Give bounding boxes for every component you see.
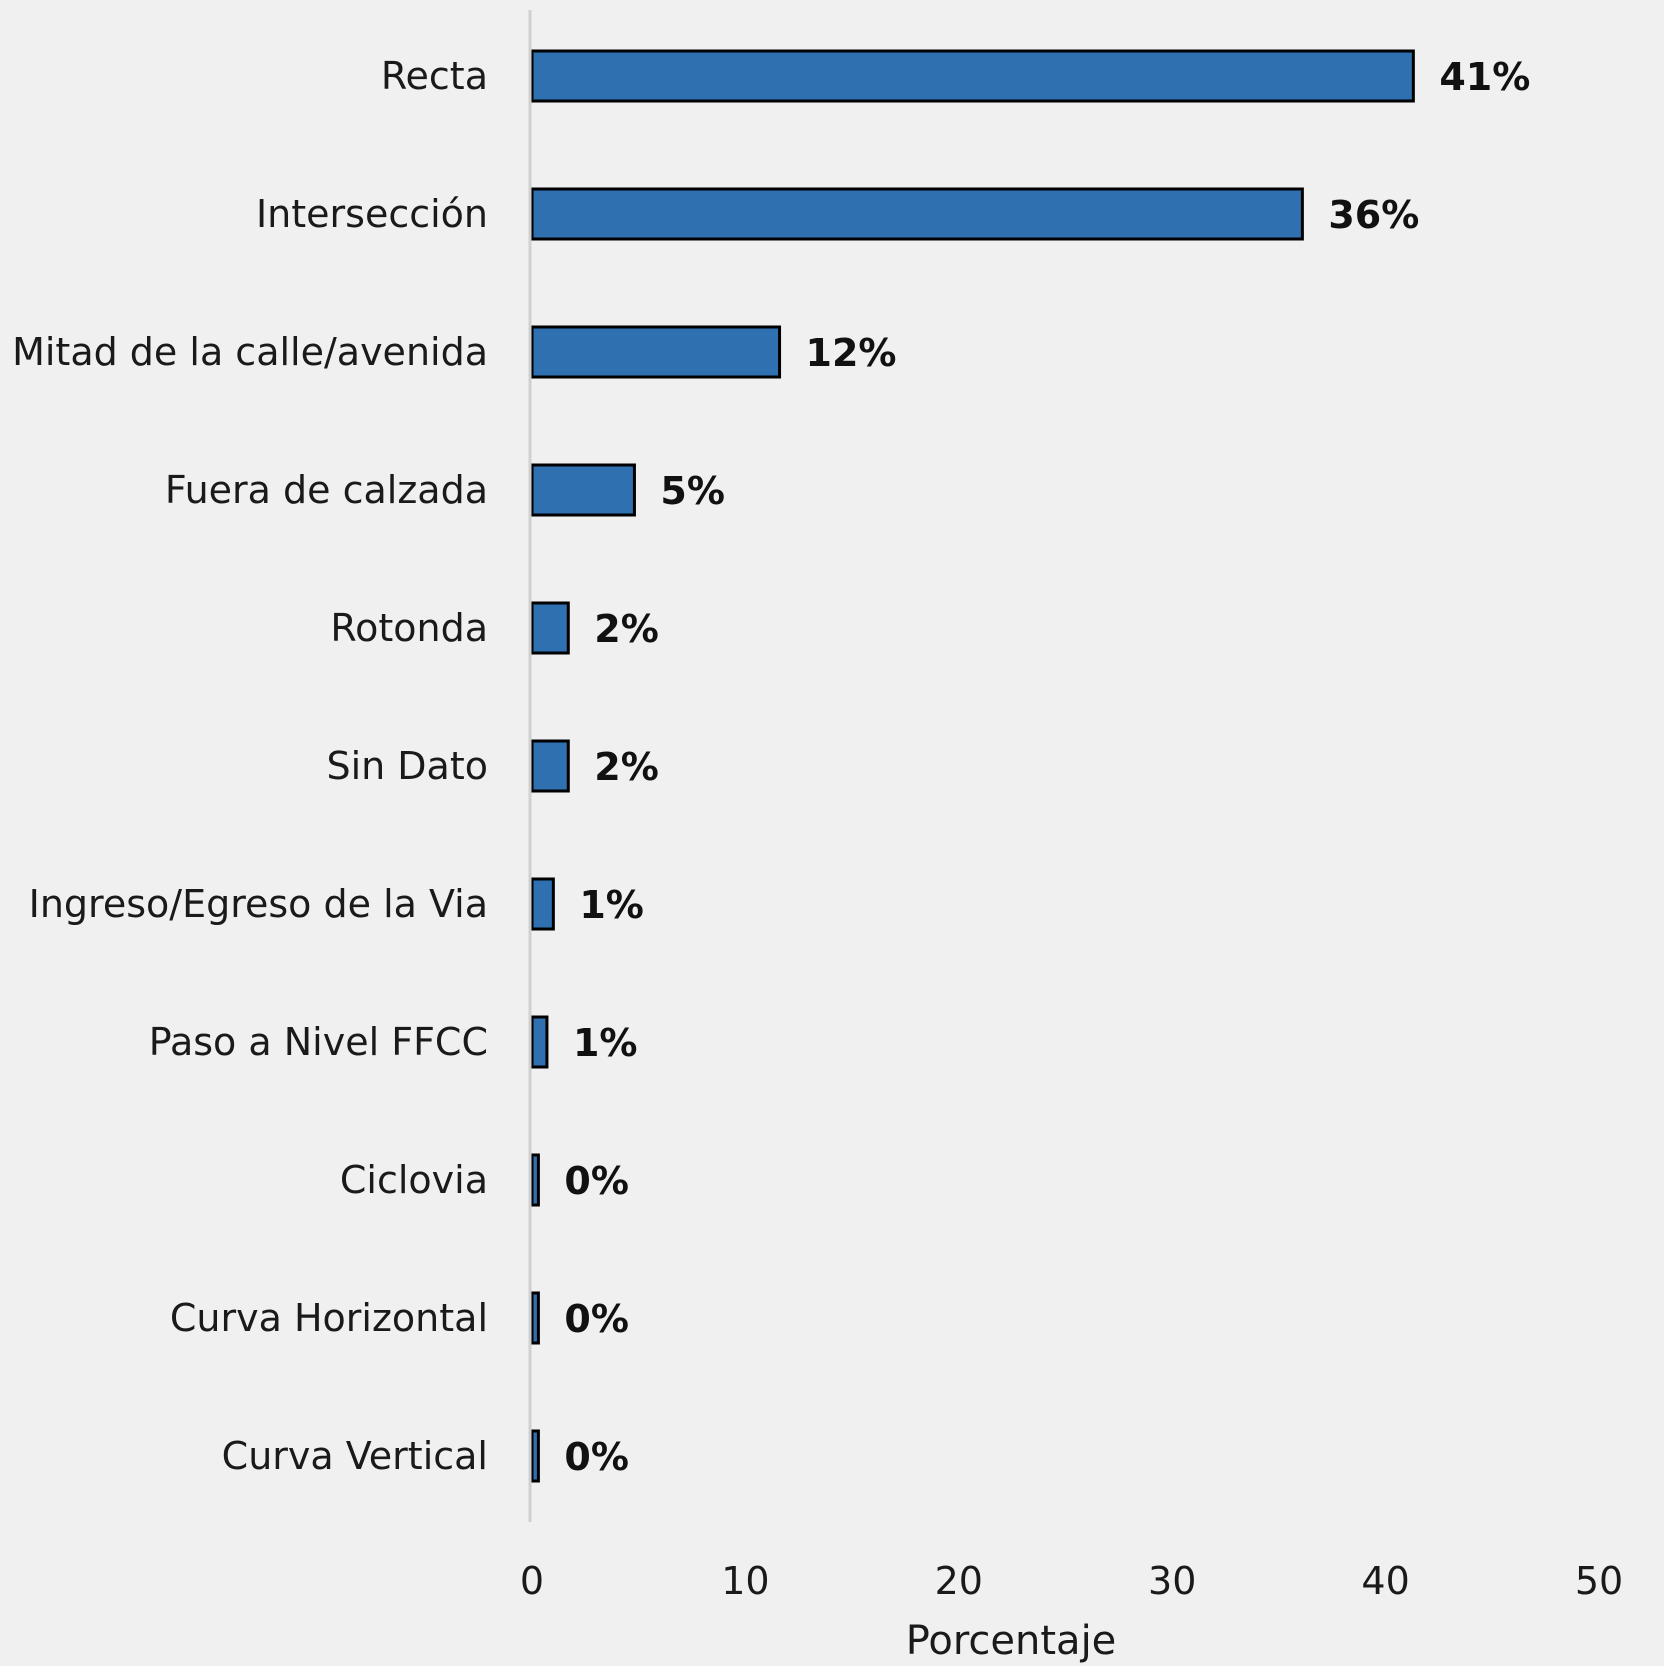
bar bbox=[530, 877, 555, 931]
x-tick-label: 50 bbox=[1575, 1559, 1623, 1603]
value-label: 12% bbox=[806, 331, 897, 375]
value-label: 1% bbox=[579, 883, 644, 927]
bar bbox=[530, 1153, 540, 1207]
bars-layer bbox=[530, 49, 1415, 1483]
bar bbox=[530, 1291, 540, 1345]
value-label: 2% bbox=[594, 745, 659, 789]
bar bbox=[530, 1429, 540, 1483]
category-label: Ingreso/Egreso de la Via bbox=[29, 882, 488, 926]
x-tick-label: 0 bbox=[520, 1559, 544, 1603]
x-tick-label: 20 bbox=[935, 1559, 983, 1603]
value-label: 1% bbox=[573, 1021, 638, 1065]
value-label: 2% bbox=[594, 607, 659, 651]
value-label: 0% bbox=[564, 1435, 629, 1479]
category-label: Fuera de calzada bbox=[165, 468, 488, 512]
x-tick-label: 30 bbox=[1148, 1559, 1196, 1603]
value-label: 0% bbox=[564, 1159, 629, 1203]
category-label: Curva Vertical bbox=[222, 1434, 488, 1478]
category-label: Sin Dato bbox=[326, 744, 488, 788]
category-labels-layer: Recta Intersección Mitad de la calle/aveni… bbox=[12, 54, 488, 1478]
category-label: Mitad de la calle/avenida bbox=[12, 330, 488, 374]
value-label: 41% bbox=[1439, 55, 1530, 99]
bar bbox=[530, 739, 570, 793]
bar bbox=[530, 187, 1304, 241]
bar bbox=[530, 49, 1415, 103]
value-labels-layer: 41% 36% 12% 5% 2% 2% 1% 1% 0% 0% 0% bbox=[564, 55, 1530, 1479]
value-label: 36% bbox=[1328, 193, 1419, 237]
bar bbox=[530, 601, 570, 655]
bar bbox=[530, 1015, 549, 1069]
category-label: Rotonda bbox=[330, 606, 488, 650]
category-label: Curva Horizontal bbox=[170, 1296, 488, 1340]
x-tick-labels-layer: 0 10 20 30 40 50 bbox=[520, 1559, 1623, 1603]
bar bbox=[530, 325, 782, 379]
category-label: Ciclovia bbox=[340, 1158, 488, 1202]
x-tick-label: 40 bbox=[1361, 1559, 1409, 1603]
category-label: Recta bbox=[381, 54, 488, 98]
category-label: Paso a Nivel FFCC bbox=[149, 1020, 488, 1064]
bar bbox=[530, 463, 636, 517]
value-label: 5% bbox=[660, 469, 725, 513]
category-label: Intersección bbox=[256, 192, 488, 236]
value-label: 0% bbox=[564, 1297, 629, 1341]
x-tick-label: 10 bbox=[721, 1559, 769, 1603]
x-axis-title: Porcentaje bbox=[906, 1618, 1117, 1664]
